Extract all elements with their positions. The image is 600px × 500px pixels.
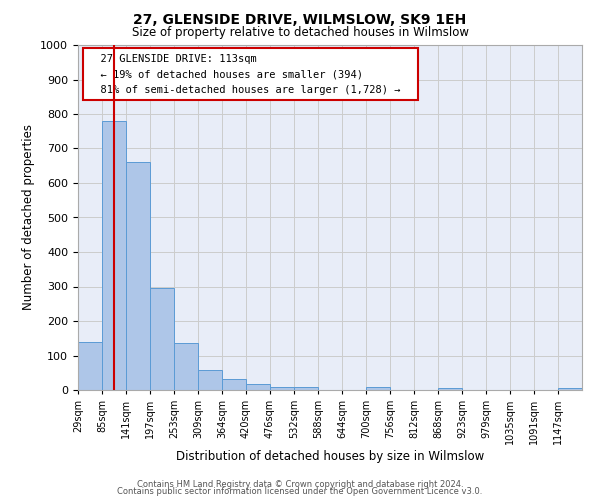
Bar [246, 384, 270, 390]
Text: Contains public sector information licensed under the Open Government Licence v3: Contains public sector information licen… [118, 487, 482, 496]
Text: Contains HM Land Registry data © Crown copyright and database right 2024.: Contains HM Land Registry data © Crown c… [137, 480, 463, 489]
Bar [222, 379, 246, 390]
Bar [558, 388, 582, 390]
Text: 27 GLENSIDE DRIVE: 113sqm  
  ← 19% of detached houses are smaller (394)  
  81%: 27 GLENSIDE DRIVE: 113sqm ← 19% of detac… [88, 54, 413, 95]
Bar [366, 386, 390, 390]
Text: Size of property relative to detached houses in Wilmslow: Size of property relative to detached ho… [131, 26, 469, 39]
Bar [126, 162, 150, 390]
Bar [438, 388, 462, 390]
X-axis label: Distribution of detached houses by size in Wilmslow: Distribution of detached houses by size … [176, 450, 484, 463]
Bar [294, 386, 318, 390]
Y-axis label: Number of detached properties: Number of detached properties [22, 124, 35, 310]
Bar [270, 386, 294, 390]
Bar [174, 344, 198, 390]
Text: 27, GLENSIDE DRIVE, WILMSLOW, SK9 1EH: 27, GLENSIDE DRIVE, WILMSLOW, SK9 1EH [133, 12, 467, 26]
Bar [78, 342, 102, 390]
Bar [198, 370, 222, 390]
Bar [150, 288, 174, 390]
Bar [102, 121, 126, 390]
